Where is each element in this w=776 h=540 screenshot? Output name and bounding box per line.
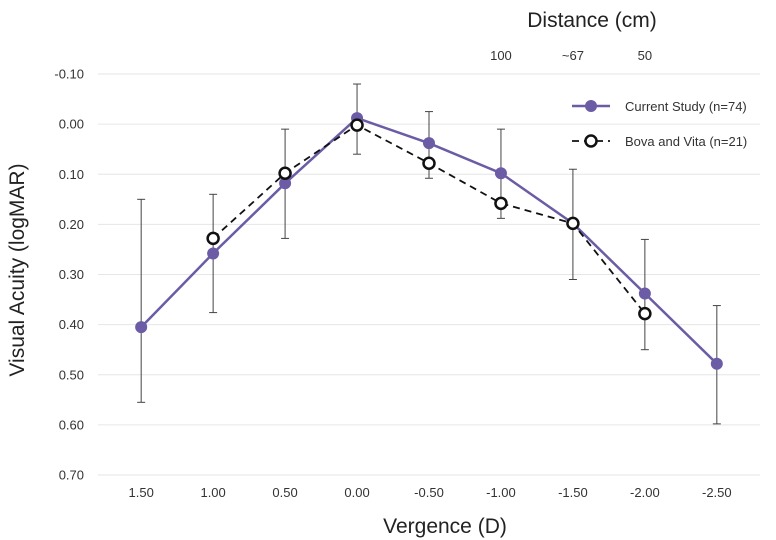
- legend-marker-bova-vita: [584, 134, 598, 148]
- top-axis-tick-labels: 100 ~67 50: [490, 48, 652, 63]
- gridlines: [98, 73, 760, 476]
- y-axis-title: Visual Acuity (logMAR): [6, 163, 29, 376]
- y-tick-label: -0.10: [54, 67, 84, 82]
- series-1-point: [350, 118, 364, 132]
- x-tick-label: -2.50: [702, 485, 732, 500]
- legend: Current Study (n=74) Bova and Vita (n=21…: [572, 99, 747, 149]
- y-tick-label: 0.60: [59, 417, 84, 432]
- series-1-point: [206, 231, 220, 246]
- y-tick-label: 0.20: [59, 217, 84, 232]
- x-tick-label: -0.50: [414, 485, 444, 500]
- legend-label-current-study: Current Study (n=74): [625, 99, 747, 114]
- series-1-point: [422, 156, 436, 170]
- top-axis-tick-label: 100: [490, 48, 512, 63]
- series-0-point: [710, 357, 723, 370]
- legend-marker-current-study: [585, 100, 597, 112]
- series-1-point: [638, 306, 652, 321]
- y-tick-labels: -0.10 0.00 0.10 0.20 0.30 0.40 0.50 0.60 0.70: [54, 67, 84, 483]
- x-tick-label: 0.50: [272, 485, 297, 500]
- y-tick-label: 0.30: [59, 267, 84, 282]
- series-1-point: [566, 216, 580, 231]
- x-tick-label: -1.00: [486, 485, 516, 500]
- series-0-point: [494, 167, 507, 180]
- series-1-point: [494, 196, 508, 211]
- x-tick-labels: 1.50 1.00 0.50 0.00 -0.50 -1.00 -1.50 -2.00 -2.5…: [129, 485, 732, 500]
- x-tick-label: 1.50: [129, 485, 154, 500]
- series-0-point: [135, 321, 148, 334]
- series-0-point: [207, 247, 220, 260]
- series-0-point: [423, 137, 435, 150]
- series-1-point: [278, 166, 292, 180]
- x-axis-title: Vergence (D): [383, 515, 507, 538]
- legend-label-bova-vita: Bova and Vita (n=21): [625, 134, 747, 149]
- y-tick-label: 0.40: [59, 317, 84, 332]
- x-tick-label: -1.50: [558, 485, 588, 500]
- series-markers: [135, 112, 723, 370]
- x-tick-label: -2.00: [630, 485, 660, 500]
- series-0-point: [279, 177, 292, 190]
- y-tick-label: 0.00: [59, 117, 84, 132]
- y-tick-label: 0.10: [59, 167, 84, 182]
- y-tick-label: 0.70: [59, 468, 84, 483]
- top-axis-title: Distance (cm): [527, 9, 657, 32]
- series-0-point: [638, 287, 651, 300]
- x-tick-label: 1.00: [200, 485, 225, 500]
- top-axis-tick-label: 50: [638, 48, 652, 63]
- x-tick-label: 0.00: [344, 485, 369, 500]
- y-tick-label: 0.50: [59, 367, 84, 382]
- top-axis-tick-label: ~67: [562, 48, 584, 63]
